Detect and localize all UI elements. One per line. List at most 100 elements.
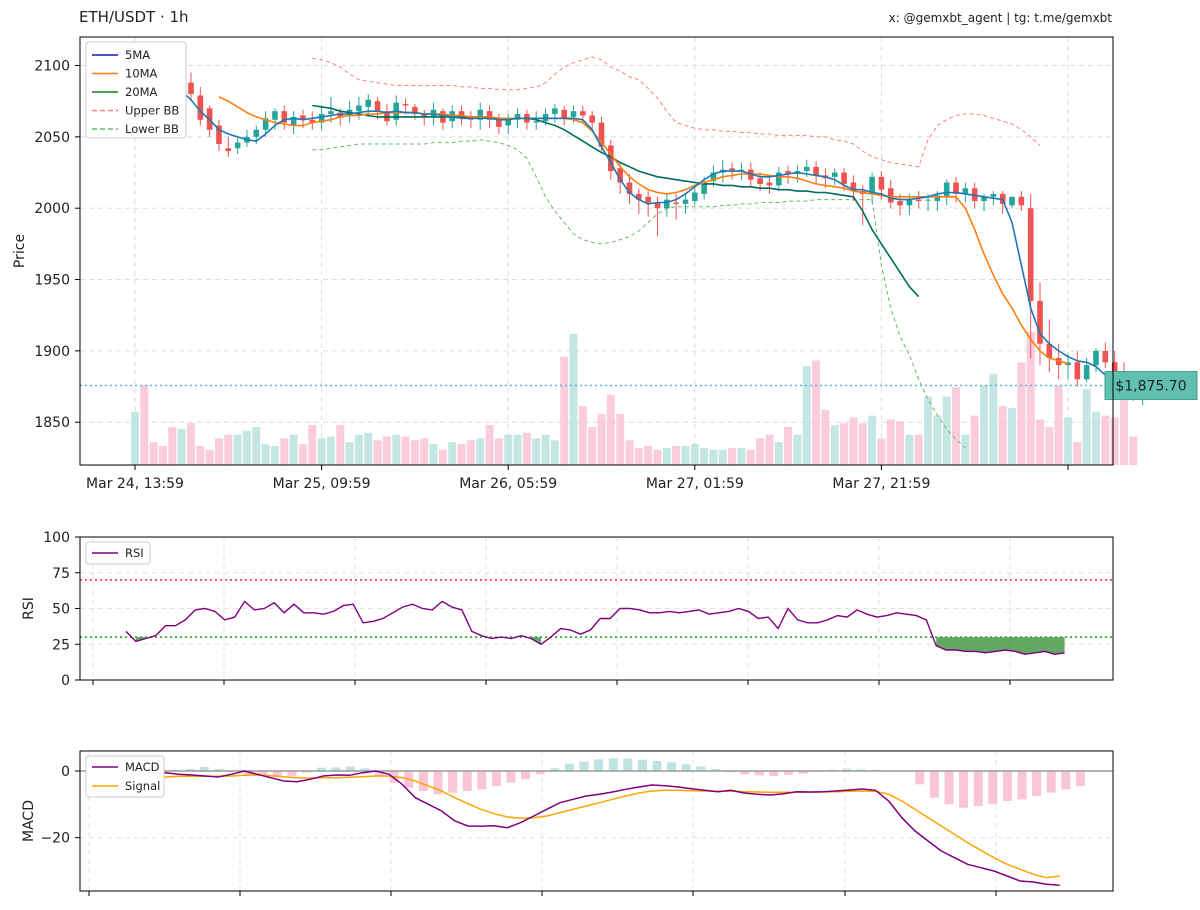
candle-body bbox=[636, 193, 642, 200]
volume-bar bbox=[140, 385, 149, 465]
candle-body bbox=[1065, 362, 1071, 366]
macd-histogram-bar bbox=[944, 771, 954, 805]
macd-histogram-bar bbox=[316, 767, 326, 771]
volume-bar bbox=[606, 394, 615, 465]
macd-histogram-bar bbox=[272, 771, 282, 777]
candle-body bbox=[701, 182, 707, 194]
candle-body bbox=[514, 114, 521, 120]
volume-bar bbox=[868, 415, 877, 465]
macd-histogram-bar bbox=[360, 768, 370, 771]
volume-bar bbox=[317, 438, 326, 465]
macd-histogram-bar bbox=[988, 771, 998, 805]
volume-bar bbox=[924, 396, 933, 465]
candle-body bbox=[897, 201, 903, 206]
volume-bar bbox=[942, 396, 951, 465]
volume-bar bbox=[541, 434, 550, 465]
upper-bb-line bbox=[312, 56, 1041, 168]
candle-body bbox=[365, 99, 372, 107]
volume-bar bbox=[1008, 408, 1017, 465]
candle-body bbox=[738, 169, 745, 171]
volume-bar bbox=[345, 442, 354, 465]
price-xtick-label: Mar 26, 05:59 bbox=[459, 476, 557, 492]
macd-histogram-bar bbox=[345, 766, 355, 771]
rsi-ytick-label: 50 bbox=[52, 602, 70, 618]
volume-bar bbox=[392, 434, 401, 465]
volume-bar bbox=[1082, 389, 1091, 465]
candle-body bbox=[757, 178, 763, 184]
macd-histogram-bar bbox=[506, 771, 516, 783]
macd-histogram-bar bbox=[1032, 771, 1042, 796]
volume-bar bbox=[634, 447, 643, 465]
candle-body bbox=[692, 192, 698, 202]
candle-body bbox=[1074, 362, 1081, 380]
macd-histogram-bar bbox=[594, 759, 604, 771]
volume-bar bbox=[830, 425, 839, 465]
macd-histogram-bar bbox=[1075, 771, 1085, 786]
volume-bar bbox=[578, 406, 587, 465]
macd-histogram-bar bbox=[915, 771, 925, 785]
candle-body bbox=[1027, 208, 1034, 301]
candle-body bbox=[617, 168, 623, 183]
volume-bar bbox=[756, 438, 765, 465]
volume-bar bbox=[336, 425, 345, 465]
candle-body bbox=[710, 172, 717, 182]
macd-histogram-bar bbox=[243, 771, 253, 775]
candle-body bbox=[290, 116, 297, 126]
candle-body bbox=[953, 182, 959, 194]
volume-bar bbox=[980, 385, 989, 465]
volume-bar bbox=[261, 444, 270, 465]
volume-bar bbox=[476, 438, 485, 465]
macd-frame bbox=[79, 750, 1114, 892]
macd-histogram-bar bbox=[623, 758, 633, 771]
volume-bar bbox=[326, 436, 335, 465]
price-ytick-label: 1900 bbox=[34, 344, 70, 360]
price-chart: $1,875.70 1850 1900 1950 2000 2050 2100 Mar 24,… bbox=[12, 36, 1198, 492]
candle-body bbox=[887, 188, 894, 203]
rsi-oversold-fill bbox=[936, 637, 1065, 655]
macd-ytick-label: −20 bbox=[40, 831, 70, 847]
price-ytick-label: 2050 bbox=[34, 130, 70, 146]
macd-histogram-bar bbox=[710, 769, 720, 771]
macd-histogram-bar bbox=[258, 771, 268, 776]
volume-bar bbox=[280, 438, 289, 465]
volume-bar bbox=[849, 417, 858, 465]
volume-bar bbox=[905, 434, 914, 465]
candle-body bbox=[1009, 196, 1015, 206]
volume-bar bbox=[1101, 415, 1110, 465]
candle-body bbox=[356, 105, 362, 112]
candle-body bbox=[589, 115, 595, 123]
volume-bar bbox=[233, 434, 242, 465]
volume-bar bbox=[382, 436, 391, 465]
candle-body bbox=[234, 142, 241, 149]
price-legend-entry: 5MA bbox=[125, 48, 150, 62]
rsi-ytick-label: 75 bbox=[52, 566, 70, 582]
candle-body bbox=[580, 111, 586, 116]
candle-body bbox=[934, 195, 941, 202]
price-xtick-label: Mar 27, 21:59 bbox=[832, 476, 930, 492]
rsi-legend-entry: RSI bbox=[125, 546, 144, 560]
volume-bar bbox=[718, 449, 727, 465]
candle-body bbox=[533, 121, 539, 123]
macd-histogram-bar bbox=[842, 768, 852, 771]
macd-histogram-bar bbox=[1061, 771, 1071, 790]
candle-body bbox=[1046, 343, 1053, 358]
candle-body bbox=[225, 148, 232, 152]
volume-bar bbox=[961, 434, 970, 465]
candle-body bbox=[262, 118, 269, 130]
rsi-ytick-label: 100 bbox=[43, 530, 70, 546]
candle-body bbox=[850, 182, 857, 192]
ma20-line bbox=[312, 104, 920, 298]
candle-body bbox=[188, 82, 194, 95]
macd-line bbox=[125, 770, 1060, 887]
volume-bar bbox=[588, 427, 597, 465]
volume-bar bbox=[242, 430, 251, 465]
macd-histogram-bar bbox=[1046, 771, 1056, 793]
macd-histogram-bar bbox=[1017, 771, 1027, 800]
candle-body bbox=[813, 166, 819, 176]
volume-bar bbox=[1026, 332, 1035, 465]
volume-bar bbox=[550, 440, 559, 465]
candle-body bbox=[561, 109, 567, 119]
volume-bar bbox=[298, 444, 307, 465]
credit-text: x: @gemxbt_agent | tg: t.me/gemxbt bbox=[888, 11, 1112, 25]
signal-line bbox=[125, 774, 1060, 879]
